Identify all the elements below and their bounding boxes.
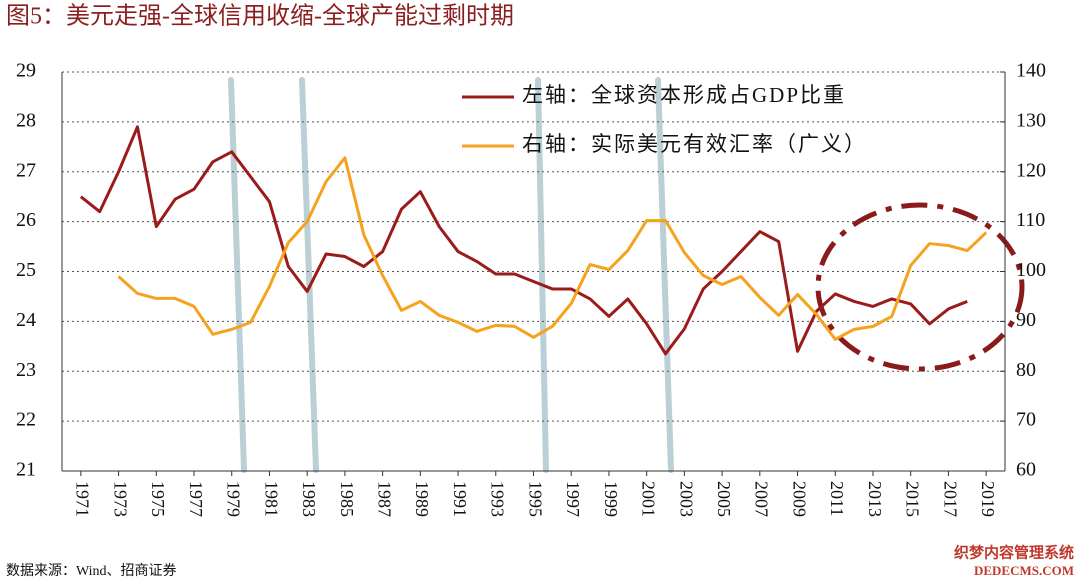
- x-tick-label: 1985: [337, 481, 357, 517]
- source-note: 数据来源：Wind、招商证券: [6, 563, 177, 579]
- y-tick-label: 21: [16, 459, 36, 481]
- x-tick-label: 2005: [714, 481, 734, 517]
- y2-tick-label: 70: [1016, 409, 1036, 431]
- x-tick-label: 1989: [412, 481, 432, 517]
- watermark: 织梦内容管理系统: [954, 543, 1074, 561]
- series-line: [117, 156, 988, 341]
- x-tick-label: 1991: [450, 481, 470, 517]
- y-tick-label: 22: [16, 409, 36, 431]
- x-tick-label: 1971: [73, 481, 93, 517]
- legend-label: 左轴：全球资本形成占GDP比重: [522, 83, 846, 107]
- x-tick-label: 1975: [148, 481, 168, 517]
- y-tick-label: 24: [16, 309, 36, 331]
- x-tick-label: 2017: [940, 481, 960, 517]
- highlight-ellipse: [815, 202, 1025, 372]
- series-line: [79, 125, 968, 356]
- watermark: DEDECMS.COM: [974, 563, 1074, 578]
- y-tick-label: 27: [16, 159, 36, 181]
- shade-bar: [655, 77, 674, 473]
- x-tick-label: 2013: [865, 481, 885, 517]
- y-tick-label: 29: [16, 60, 36, 82]
- x-tick-label: 2007: [752, 481, 772, 517]
- x-tick-label: 1995: [525, 481, 545, 517]
- x-tick-label: 1983: [299, 481, 319, 517]
- x-tick-label: 1979: [224, 481, 244, 517]
- shade-bar: [228, 77, 247, 473]
- y2-tick-label: 110: [1016, 209, 1045, 231]
- x-tick-label: 1997: [563, 481, 583, 517]
- x-tick-label: 1973: [110, 481, 130, 517]
- shade-bar: [535, 77, 549, 473]
- y2-tick-label: 140: [1016, 60, 1046, 82]
- x-tick-label: 1993: [488, 481, 508, 517]
- y-tick-label: 26: [16, 209, 36, 231]
- x-tick-label: 1981: [261, 481, 281, 517]
- y-tick-label: 28: [16, 109, 36, 131]
- y2-tick-label: 60: [1016, 459, 1036, 481]
- x-tick-label: 2011: [827, 481, 847, 516]
- x-tick-label: 2015: [903, 481, 923, 517]
- y-tick-label: 25: [16, 259, 36, 281]
- y2-tick-label: 90: [1016, 309, 1036, 331]
- legend-label: 右轴：实际美元有效汇率（广义）: [522, 132, 867, 156]
- x-tick-label: 1999: [601, 481, 621, 517]
- x-tick-label: 2009: [789, 481, 809, 517]
- x-tick-label: 2001: [639, 481, 659, 517]
- shade-bar: [299, 77, 319, 473]
- y2-tick-label: 120: [1016, 159, 1046, 181]
- x-tick-label: 2019: [978, 481, 998, 517]
- y2-tick-label: 80: [1016, 359, 1036, 381]
- y-tick-label: 23: [16, 359, 36, 381]
- x-tick-label: 1977: [186, 481, 206, 517]
- x-tick-label: 2003: [676, 481, 696, 517]
- highlight-bars: [228, 77, 674, 473]
- y2-tick-label: 100: [1016, 259, 1046, 281]
- x-tick-label: 1987: [374, 481, 394, 517]
- y2-tick-label: 130: [1016, 109, 1046, 131]
- chart-title: 图5：美元走强-全球信用收缩-全球产能过剩时期: [6, 3, 514, 30]
